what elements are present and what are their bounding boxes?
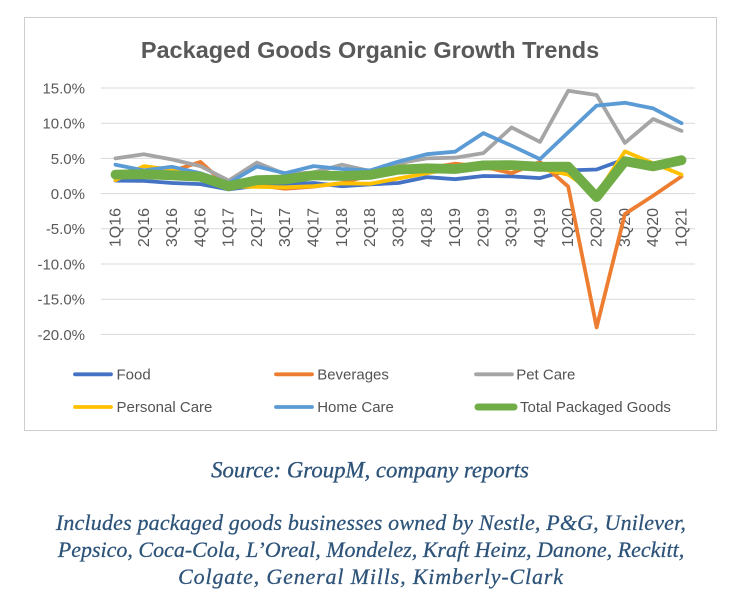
svg-text:1Q19: 1Q19 [447, 208, 464, 247]
svg-text:3Q19: 3Q19 [504, 208, 521, 247]
svg-text:Home Care: Home Care [317, 399, 394, 416]
svg-text:Personal Care: Personal Care [117, 399, 213, 416]
svg-text:15.0%: 15.0% [42, 80, 85, 97]
svg-text:Pepsico, Coca-Cola, L’Oreal, M: Pepsico, Coca-Cola, L’Oreal, Mondelez, K… [57, 537, 684, 562]
svg-text:1Q16: 1Q16 [108, 208, 125, 247]
svg-text:3Q20: 3Q20 [617, 208, 634, 247]
svg-text:3Q16: 3Q16 [164, 208, 181, 247]
svg-text:0.0%: 0.0% [51, 186, 85, 203]
svg-text:2Q17: 2Q17 [249, 208, 266, 247]
svg-text:4Q18: 4Q18 [419, 208, 436, 247]
svg-text:-20.0%: -20.0% [37, 327, 85, 344]
svg-text:-15.0%: -15.0% [37, 292, 85, 309]
svg-text:2Q19: 2Q19 [475, 208, 492, 247]
svg-text:1Q18: 1Q18 [334, 208, 351, 247]
svg-text:2Q20: 2Q20 [589, 208, 606, 247]
svg-text:3Q17: 3Q17 [277, 208, 294, 247]
svg-text:4Q17: 4Q17 [306, 208, 323, 247]
svg-text:Source: GroupM, company report: Source: GroupM, company reports [211, 458, 529, 483]
svg-text:4Q16: 4Q16 [192, 208, 209, 247]
svg-text:10.0%: 10.0% [42, 116, 85, 133]
svg-text:2Q18: 2Q18 [362, 208, 379, 247]
svg-text:3Q18: 3Q18 [390, 208, 407, 247]
svg-text:4Q20: 4Q20 [645, 208, 662, 247]
svg-text:Colgate, General Mills, Kimber: Colgate, General Mills, Kimberly-Clark [178, 564, 564, 589]
svg-text:Food: Food [117, 367, 151, 384]
svg-text:Packaged Goods Organic Growth: Packaged Goods Organic Growth Trends [141, 37, 599, 63]
svg-text:Total Packaged Goods: Total Packaged Goods [520, 399, 671, 416]
svg-text:1Q17: 1Q17 [221, 208, 238, 247]
svg-text:-10.0%: -10.0% [37, 256, 85, 273]
svg-text:Pet Care: Pet Care [516, 367, 575, 384]
svg-text:Includes packaged goods busine: Includes packaged goods businesses owned… [55, 510, 686, 535]
svg-text:5.0%: 5.0% [51, 151, 85, 168]
svg-text:4Q19: 4Q19 [532, 208, 549, 247]
svg-text:Beverages: Beverages [317, 367, 389, 384]
svg-text:2Q16: 2Q16 [136, 208, 153, 247]
svg-text:-5.0%: -5.0% [46, 221, 85, 238]
svg-text:1Q21: 1Q21 [674, 208, 691, 247]
